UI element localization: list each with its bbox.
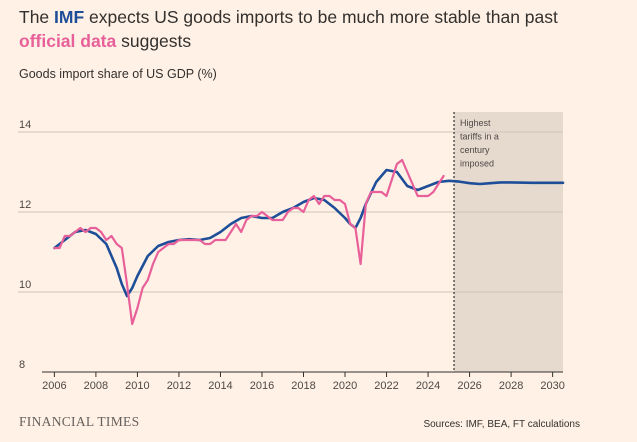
x-tick-label: 2006 <box>42 380 66 392</box>
x-tick-label: 2024 <box>416 380 440 392</box>
x-tick-label: 2008 <box>84 380 108 392</box>
x-tick-label: 2030 <box>540 380 564 392</box>
official-data-series-line <box>53 158 445 326</box>
x-tick-label: 2020 <box>333 380 357 392</box>
annotation-text-line: imposed <box>460 159 494 169</box>
title-prefix: The <box>19 7 55 27</box>
x-tick-label: 2012 <box>167 380 191 392</box>
y-tick-label: 8 <box>19 359 25 371</box>
annotation-text-line: century <box>460 145 490 155</box>
y-axis-subtitle: Goods import share of US GDP (%) <box>19 67 217 81</box>
x-tick-label: 2028 <box>499 380 523 392</box>
imf-series-line <box>53 168 565 298</box>
x-tick-label: 2022 <box>374 380 398 392</box>
ft-logo: FINANCIAL TIMES <box>19 414 140 429</box>
title-official-highlight: official data <box>19 31 117 51</box>
chart-title: The IMF expects US goods imports to be m… <box>19 5 619 53</box>
forecast-shaded-region <box>454 112 563 372</box>
x-tick-label: 2018 <box>291 380 315 392</box>
annotation-text-line: Highest <box>460 118 491 128</box>
annotation-text-line: tariffs in a <box>460 132 499 142</box>
y-tick-label: 10 <box>19 279 31 291</box>
title-suffix: suggests <box>116 31 192 51</box>
x-tick-label: 2010 <box>125 380 149 392</box>
x-tick-label: 2014 <box>208 380 232 392</box>
y-tick-label: 14 <box>19 119 31 131</box>
x-tick-label: 2016 <box>250 380 274 392</box>
x-tick-label: 2026 <box>457 380 481 392</box>
sources-note: Sources: IMF, BEA, FT calculations <box>423 419 580 430</box>
title-imf-highlight: IMF <box>54 7 85 27</box>
title-middle: expects US goods imports to be much more… <box>84 7 558 27</box>
y-tick-label: 12 <box>19 199 31 211</box>
